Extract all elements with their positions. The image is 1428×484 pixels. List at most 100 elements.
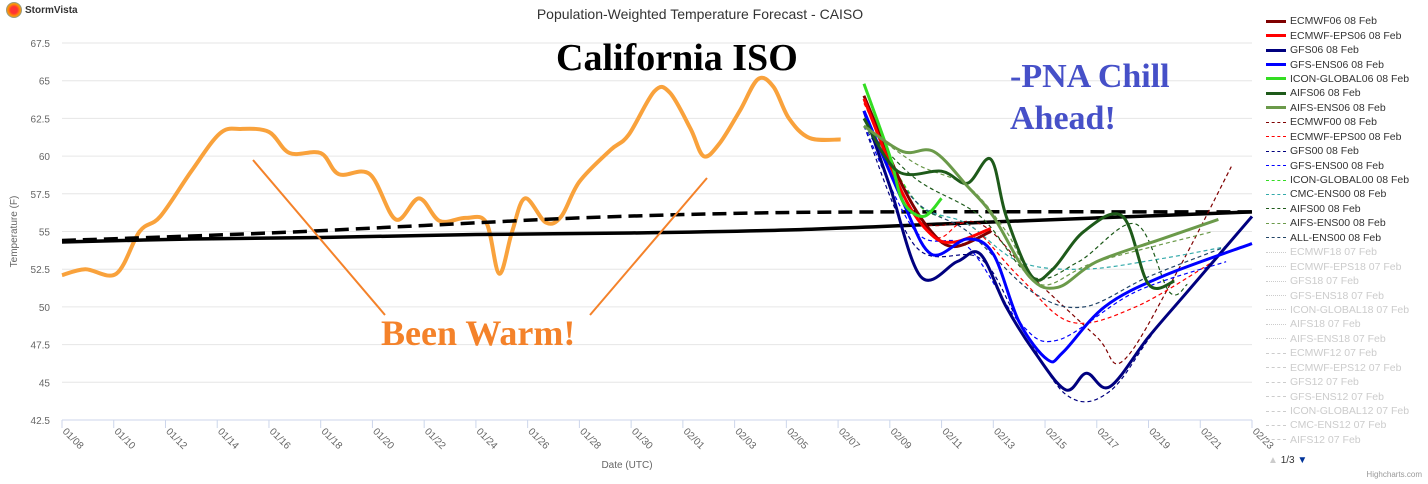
- x-tick-label: 01/24: [474, 426, 500, 452]
- annotation-arrow-line: [252, 159, 386, 316]
- x-tick-label: 01/18: [319, 426, 345, 452]
- legend-label: AIFS06 08 Feb: [1290, 87, 1361, 100]
- legend-label: ICON-GLOBAL18 07 Feb: [1290, 303, 1410, 316]
- legend-label: ICON-GLOBAL00 08 Feb: [1290, 174, 1410, 187]
- x-tick-label: 01/10: [112, 426, 138, 452]
- legend-item[interactable]: ECMWF-EPS00 08 Feb: [1266, 130, 1409, 144]
- legend-swatch-icon: [1266, 381, 1286, 383]
- legend-label: GFS12 07 Feb: [1290, 376, 1359, 389]
- legend-label: GFS06 08 Feb: [1290, 44, 1359, 57]
- legend-swatch-icon: [1266, 91, 1286, 95]
- x-tick-label: 01/20: [370, 426, 396, 452]
- series-line-aifs06-08-feb: [862, 117, 1175, 290]
- legend-swatch-icon: [1266, 338, 1286, 340]
- series-line-aifs00-08-feb: [863, 125, 1188, 296]
- legend: ECMWF06 08 Feb ECMWF-EPS06 08 Feb GFS06 08…: [1266, 14, 1409, 447]
- legend-item[interactable]: GFS-ENS00 08 Feb: [1266, 158, 1409, 172]
- x-tick-label: 02/21: [1198, 426, 1224, 452]
- series-line-normal: [61, 210, 1253, 244]
- legend-label: AIFS18 07 Feb: [1290, 318, 1361, 331]
- legend-item[interactable]: ICON-GLOBAL00 08 Feb: [1266, 173, 1409, 187]
- legend-swatch-icon: [1266, 19, 1286, 23]
- legend-item[interactable]: GFS-ENS18 07 Feb: [1266, 288, 1409, 302]
- legend-swatch-icon: [1266, 280, 1286, 282]
- annotation-california-iso: California ISO: [556, 37, 798, 79]
- legend-swatch-icon: [1266, 410, 1286, 412]
- legend-item[interactable]: GFS00 08 Feb: [1266, 144, 1409, 158]
- legend-label: AIFS-ENS18 07 Feb: [1290, 332, 1386, 345]
- legend-label: ECMWF18 07 Feb: [1290, 246, 1377, 259]
- legend-item[interactable]: ECMWF06 08 Feb: [1266, 14, 1409, 28]
- legend-label: ECMWF-EPS06 08 Feb: [1290, 29, 1402, 42]
- legend-label: ECMWF-EPS18 07 Feb: [1290, 260, 1402, 273]
- series-line-aifs-ens00-08-feb: [863, 125, 1214, 286]
- legend-item[interactable]: AIFS-ENS18 07 Feb: [1266, 332, 1409, 346]
- legend-label: AIFS-ENS00 08 Feb: [1290, 217, 1386, 230]
- legend-item[interactable]: AIFS-ENS06 08 Feb: [1266, 101, 1409, 115]
- series-line-icon-global06-08-feb: [862, 83, 943, 218]
- legend-item[interactable]: CMC-ENS12 07 Feb: [1266, 418, 1409, 432]
- y-axis-title: Temperature (F): [9, 196, 20, 268]
- pager-up-arrow-icon[interactable]: ▲: [1268, 455, 1278, 466]
- legend-label: GFS18 07 Feb: [1290, 275, 1359, 288]
- legend-label: ECMWF12 07 Feb: [1290, 347, 1377, 360]
- legend-swatch-icon: [1266, 352, 1286, 354]
- legend-item[interactable]: ALL-ENS00 08 Feb: [1266, 231, 1409, 245]
- legend-swatch-icon: [1266, 77, 1286, 81]
- legend-item[interactable]: AIFS12 07 Feb: [1266, 433, 1409, 447]
- legend-label: ECMWF00 08 Feb: [1290, 116, 1377, 129]
- y-tick-label: 45: [39, 378, 51, 389]
- logo-text: StormVista: [25, 4, 78, 16]
- legend-item[interactable]: AIFS-ENS00 08 Feb: [1266, 216, 1409, 230]
- legend-swatch-icon: [1266, 136, 1286, 138]
- annotation-been-warm: Been Warm!: [381, 313, 576, 353]
- legend-swatch-icon: [1266, 266, 1286, 268]
- legend-item[interactable]: AIFS00 08 Feb: [1266, 202, 1409, 216]
- x-axis-title: Date (UTC): [601, 460, 652, 471]
- legend-label: ECMWF-EPS12 07 Feb: [1290, 361, 1402, 374]
- legend-item[interactable]: GFS18 07 Feb: [1266, 274, 1409, 288]
- legend-swatch-icon: [1266, 208, 1286, 210]
- legend-item[interactable]: ICON-GLOBAL06 08 Feb: [1266, 72, 1409, 86]
- legend-swatch-icon: [1266, 179, 1286, 181]
- pager-down-arrow-icon[interactable]: ▼: [1297, 455, 1308, 466]
- x-tick-label: 02/03: [732, 426, 758, 452]
- legend-item[interactable]: GFS-ENS12 07 Feb: [1266, 389, 1409, 403]
- x-tick-label: 02/11: [939, 426, 964, 451]
- x-tick-label: 01/14: [215, 426, 241, 452]
- y-tick-label: 50: [39, 303, 51, 314]
- y-tick-label: 52.5: [31, 265, 51, 276]
- legend-label: CMC-ENS00 08 Feb: [1290, 188, 1387, 201]
- legend-swatch-icon: [1266, 165, 1286, 167]
- legend-item[interactable]: ECMWF-EPS06 08 Feb: [1266, 28, 1409, 42]
- series-line-normal-dashed-: [61, 210, 1253, 243]
- legend-item[interactable]: GFS-ENS06 08 Feb: [1266, 57, 1409, 71]
- legend-item[interactable]: ICON-GLOBAL18 07 Feb: [1266, 303, 1409, 317]
- legend-item[interactable]: ECMWF00 08 Feb: [1266, 115, 1409, 129]
- logo-icon: [6, 2, 22, 18]
- legend-swatch-icon: [1266, 63, 1286, 67]
- highcharts-credit[interactable]: Highcharts.com: [1366, 470, 1422, 479]
- legend-label: AIFS-ENS06 08 Feb: [1290, 101, 1386, 114]
- y-tick-label: 42.5: [31, 416, 51, 427]
- legend-item[interactable]: AIFS18 07 Feb: [1266, 317, 1409, 331]
- legend-swatch-icon: [1266, 295, 1286, 297]
- series-line-aifs-ens06-08-feb: [863, 124, 1219, 290]
- y-tick-label: 67.5: [31, 39, 51, 50]
- annotation-arrow-line: [589, 177, 708, 316]
- legend-item[interactable]: ECMWF-EPS12 07 Feb: [1266, 361, 1409, 375]
- legend-pager: ▲ 1/3 ▼: [1268, 455, 1307, 466]
- series-line-observed: [61, 75, 841, 278]
- legend-swatch-icon: [1266, 222, 1286, 224]
- legend-item[interactable]: ICON-GLOBAL12 07 Feb: [1266, 404, 1409, 418]
- legend-item[interactable]: CMC-ENS00 08 Feb: [1266, 187, 1409, 201]
- legend-item[interactable]: GFS12 07 Feb: [1266, 375, 1409, 389]
- legend-item[interactable]: GFS06 08 Feb: [1266, 43, 1409, 57]
- legend-item[interactable]: AIFS06 08 Feb: [1266, 86, 1409, 100]
- legend-item[interactable]: ECMWF12 07 Feb: [1266, 346, 1409, 360]
- legend-swatch-icon: [1266, 251, 1286, 253]
- legend-swatch-icon: [1266, 396, 1286, 398]
- legend-item[interactable]: ECMWF-EPS18 07 Feb: [1266, 259, 1409, 273]
- legend-item[interactable]: ECMWF18 07 Feb: [1266, 245, 1409, 259]
